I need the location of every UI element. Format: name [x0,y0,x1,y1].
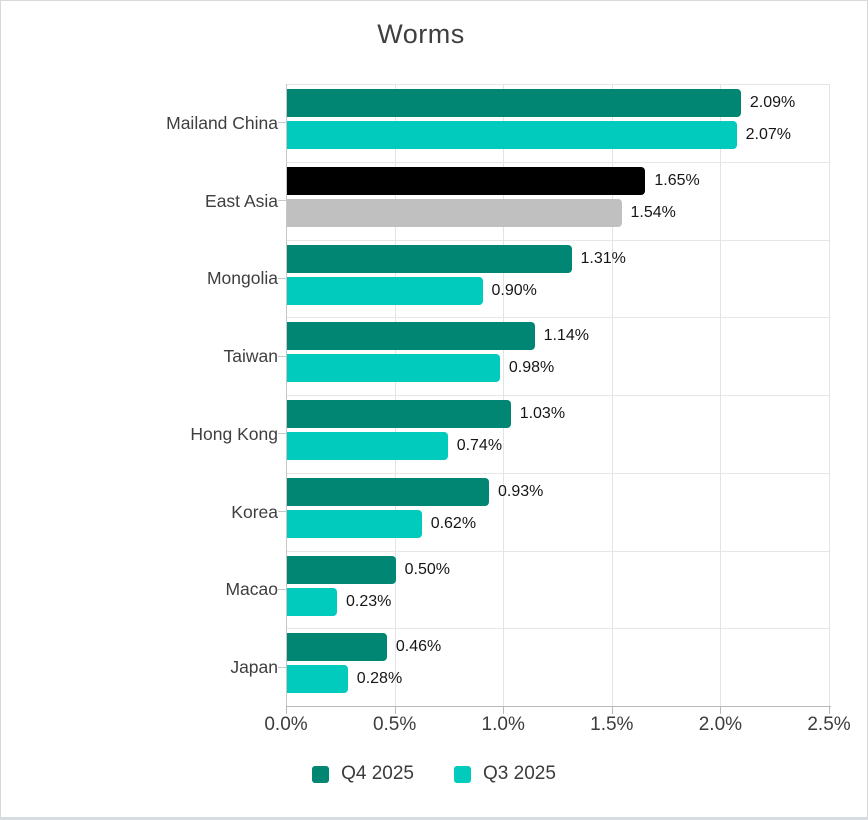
bar-value-label: 0.93% [498,482,544,500]
bar-value-label: 0.23% [346,592,392,610]
bar-q3-2025-japan[interactable] [287,665,348,694]
horizontal-gridline [287,317,830,318]
bar-value-label: 1.03% [519,405,566,422]
category-label-japan: Japan [230,657,278,678]
category-tick [278,200,286,202]
horizontal-gridline [287,551,830,552]
x-axis-tick [503,706,505,714]
category-label-mailand-china: Mailand China [166,112,278,133]
bar-q3-2025-mongolia[interactable] [287,276,483,305]
bar-q4-2025-korea[interactable] [287,477,489,506]
x-axis-tick-label: 1.5% [590,714,634,735]
bar-q3-2025-taiwan[interactable] [287,354,500,383]
x-axis-tick-label: 1.0% [481,714,525,735]
legend-label: Q3 2025 [483,763,556,784]
legend: Q4 2025 Q3 2025 [1,763,867,785]
bar-value-label: 0.62% [430,514,477,532]
category-label-korea: Korea [231,501,278,522]
category-label-macao: Macao [225,579,278,600]
category-label-taiwan: Taiwan [223,346,278,367]
bar-q3-2025-east-asia[interactable] [287,198,622,227]
horizontal-gridline [287,84,830,85]
horizontal-gridline [287,473,830,474]
category-tick [278,511,286,513]
category-tick [278,588,286,590]
horizontal-gridline [287,162,830,163]
bar-q4-2025-mongolia[interactable] [287,244,572,273]
bar-value-label: 0.90% [491,281,537,299]
bar-value-label: 0.28% [356,670,403,688]
legend-item-q3-2025[interactable]: Q3 2025 [454,763,556,785]
bar-q4-2025-east-asia[interactable] [287,166,646,195]
bar-q4-2025-macao[interactable] [287,555,396,584]
x-axis-tick [286,706,287,714]
category-tick [278,355,286,357]
bar-value-label: 1.65% [654,171,700,189]
plot-area: 2.09% 2.07% 1.65% 1.54% 1.31% 0.90% 1.14% 0.98%… [286,84,830,706]
bar-q3-2025-hong-kong[interactable] [287,432,448,460]
category-tick [278,433,286,435]
bar-q4-2025-mailand-china[interactable] [287,89,741,117]
category-label-east-asia: East Asia [205,190,278,211]
category-label-hong-kong: Hong Kong [190,423,278,444]
horizontal-gridline [287,240,830,241]
bar-q4-2025-taiwan[interactable] [287,322,535,351]
x-axis-line [286,706,831,707]
x-axis-tick [394,706,396,714]
legend-swatch-icon [312,765,330,783]
category-label-mongolia: Mongolia [206,268,278,289]
bar-q3-2025-macao[interactable] [287,587,337,616]
legend-label: Q4 2025 [341,763,414,784]
bar-value-label: 2.07% [745,126,791,143]
bar-value-label: 1.31% [580,249,626,267]
horizontal-gridline [287,395,830,396]
bar-value-label: 0.74% [456,437,503,454]
x-axis-tick [829,706,830,714]
category-tick [278,277,286,279]
bar-value-label: 0.98% [508,359,555,377]
chart-title: Worms [377,19,465,49]
bar-q4-2025-hong-kong[interactable] [287,400,511,428]
bar-value-label: 0.46% [395,638,442,656]
bar-value-label: 2.09% [749,94,796,111]
legend-swatch-icon [454,765,471,783]
legend-item-q4-2025[interactable]: Q4 2025 [312,763,414,785]
bar-value-label: 0.50% [404,560,450,578]
horizontal-gridline [287,628,830,629]
bar-q3-2025-korea[interactable] [287,509,422,538]
x-axis-tick-label: 0.5% [372,714,417,735]
x-axis-tick [720,706,722,714]
category-tick [278,122,286,124]
x-axis-tick-label: 2.0% [698,714,743,735]
bar-q4-2025-japan[interactable] [287,633,387,662]
category-tick [278,666,286,668]
bar-value-label: 1.14% [543,327,589,345]
x-axis-tick-label: 0.0% [264,714,308,735]
bar-q3-2025-mailand-china[interactable] [287,121,737,149]
bar-value-label: 1.54% [630,203,676,221]
x-axis-tick-label: 2.5% [807,714,851,735]
x-axis-tick [611,706,613,714]
